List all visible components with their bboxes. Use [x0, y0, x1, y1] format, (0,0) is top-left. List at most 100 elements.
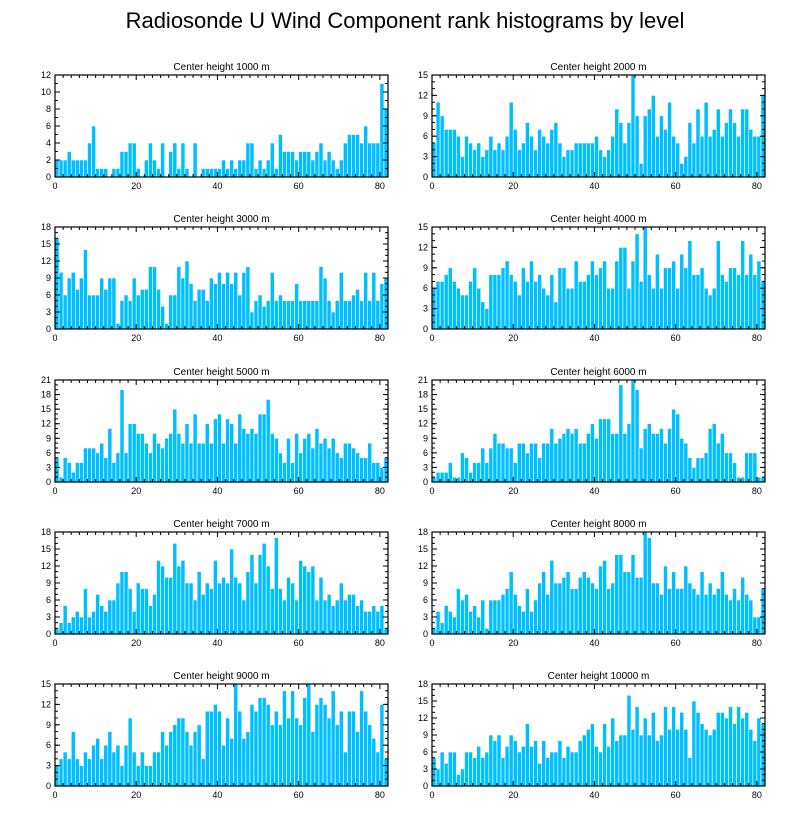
histogram-bar	[200, 758, 206, 787]
histogram-bar	[695, 274, 701, 330]
histogram-bar	[188, 283, 194, 330]
histogram-bar	[695, 108, 701, 178]
histogram-bar	[715, 240, 721, 330]
y-tick-label: 12	[418, 242, 428, 252]
panel-title: Center height 7000 m	[173, 519, 269, 530]
histogram-bar	[237, 710, 243, 787]
histogram-bar	[367, 442, 373, 483]
histogram-bar	[480, 301, 486, 330]
histogram-bar	[326, 594, 332, 635]
histogram-bar	[95, 452, 100, 483]
histogram-bar	[66, 277, 72, 330]
histogram-bar	[343, 751, 348, 787]
histogram-bar	[594, 437, 599, 483]
y-tick-label: 15	[41, 679, 51, 689]
histogram-bar	[375, 751, 381, 787]
histogram-bar	[553, 442, 559, 483]
histogram-bar	[626, 571, 632, 635]
histogram-bar	[257, 697, 263, 787]
y-tick-label: 0	[423, 629, 428, 639]
histogram-bar	[87, 294, 92, 330]
histogram-bar	[225, 418, 230, 483]
histogram-bar	[176, 168, 182, 178]
histogram-bar	[107, 599, 113, 635]
histogram-bar	[724, 594, 729, 635]
histogram-bar	[83, 447, 88, 483]
x-tick-label: 20	[508, 790, 518, 800]
histogram-bar	[736, 599, 741, 635]
histogram-bar	[504, 447, 510, 483]
histogram-bar	[634, 389, 640, 483]
histogram-bar	[213, 418, 218, 483]
histogram-bar	[618, 734, 624, 787]
histogram-bar	[480, 156, 486, 178]
x-tick-label: 40	[212, 638, 222, 648]
histogram-bar	[456, 774, 461, 787]
histogram-bar	[586, 274, 591, 330]
histogram-bar	[711, 594, 717, 635]
histogram-bar	[598, 149, 603, 178]
histogram-bar	[139, 289, 145, 330]
histogram-bar	[610, 582, 616, 635]
histogram-bar	[549, 560, 555, 635]
histogram-bar	[683, 442, 689, 483]
histogram-bar	[334, 168, 340, 178]
y-tick-label: 12	[41, 256, 51, 266]
y-tick-label: 10	[41, 87, 51, 97]
y-tick-label: 9	[423, 730, 428, 740]
histogram-bar	[314, 151, 320, 178]
histogram-bar	[326, 300, 332, 330]
histogram-bar	[594, 274, 599, 330]
histogram-bar	[468, 142, 473, 178]
histogram-bar	[148, 266, 153, 330]
x-tick-label: 0	[429, 486, 434, 496]
histogram-bar	[549, 428, 555, 483]
histogram-bar	[642, 115, 648, 178]
x-tick-label: 40	[589, 486, 599, 496]
y-tick-label: 9	[46, 273, 51, 283]
y-tick-label: 0	[423, 324, 428, 334]
histogram-bar	[115, 323, 121, 330]
histogram-bar	[516, 751, 522, 787]
y-tick-label: 3	[46, 307, 51, 317]
y-tick-label: 12	[418, 90, 428, 100]
histogram-bar	[638, 577, 644, 635]
histogram-bar	[468, 611, 473, 635]
histogram-bar	[711, 287, 717, 330]
histogram-bar	[614, 433, 620, 483]
histogram-bar	[460, 452, 465, 483]
histogram-bar	[302, 151, 308, 178]
histogram-bar	[728, 452, 733, 483]
histogram-bar	[176, 565, 182, 635]
x-tick-label: 80	[752, 181, 762, 191]
histogram-bar	[541, 571, 547, 635]
histogram-bar	[614, 740, 620, 787]
histogram-bar	[99, 605, 105, 635]
histogram-bar	[233, 577, 239, 635]
x-tick-label: 0	[429, 181, 434, 191]
histogram-bar	[111, 168, 117, 178]
histogram-bar	[363, 125, 368, 178]
histogram-bar	[164, 744, 170, 787]
histogram-bar	[123, 744, 129, 787]
histogram-bar	[115, 168, 121, 178]
histogram-bar	[561, 267, 567, 330]
histogram-bar	[748, 253, 754, 330]
histogram-bar	[326, 717, 332, 787]
histogram-bar	[740, 108, 745, 178]
histogram-bar	[58, 758, 64, 787]
histogram-bar	[732, 267, 737, 330]
histogram-bar	[435, 611, 441, 635]
histogram-bar	[671, 706, 676, 787]
histogram-bar	[233, 683, 239, 787]
histogram-bar	[460, 156, 465, 178]
histogram-bar	[294, 283, 299, 330]
histogram-bar	[484, 751, 490, 787]
histogram-bar	[443, 274, 449, 330]
histogram-bar	[164, 437, 170, 483]
histogram-bar	[172, 724, 178, 787]
histogram-bar	[282, 690, 287, 787]
histogram-bar	[253, 168, 259, 178]
histogram-bar	[537, 582, 542, 635]
histogram-bar	[460, 294, 465, 330]
